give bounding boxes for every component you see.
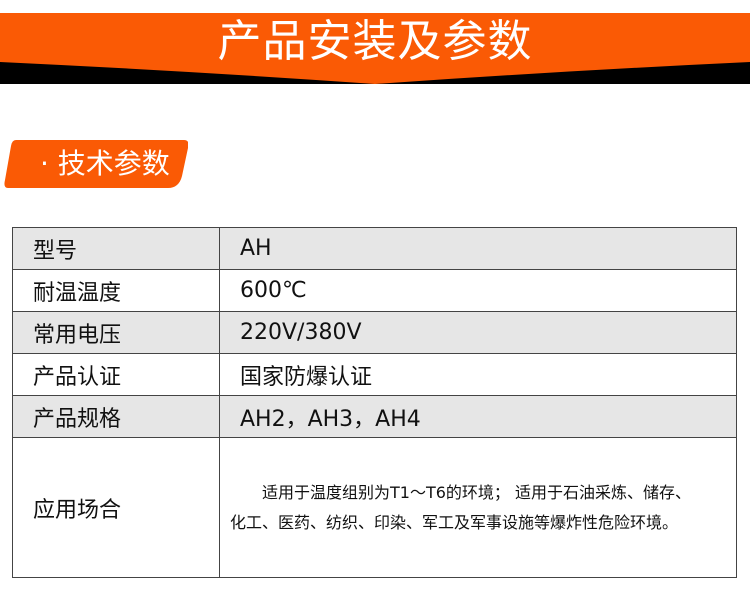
row-value: 600℃ xyxy=(219,269,737,312)
header-banner xyxy=(0,13,750,84)
row-value: AH xyxy=(219,227,737,270)
spec-table: 型号 AH 耐温温度 600℃ 常用电压 220V/380V 产品认证 国家防爆认证 产… xyxy=(12,227,737,578)
table-row: 耐温温度 600℃ xyxy=(12,269,737,312)
row-value: 国家防爆认证 xyxy=(219,353,737,396)
table-row: 常用电压 220V/380V xyxy=(12,311,737,354)
row-label: 产品认证 xyxy=(12,353,220,396)
section-title: · 技术参数 xyxy=(40,147,170,180)
row-label: 产品规格 xyxy=(12,395,220,438)
table-row: 产品规格 AH2，AH3，AH4 xyxy=(12,395,737,438)
table-row: 产品认证 国家防爆认证 xyxy=(12,353,737,396)
row-label: 型号 xyxy=(12,227,220,270)
page-title: 产品安装及参数 xyxy=(217,16,533,67)
table-row: 应用场合 适用于温度组别为T1～T6的环境； 适用于石油采炼、储存、化工、医药、… xyxy=(12,437,737,578)
row-value: AH2，AH3，AH4 xyxy=(219,395,737,438)
row-label: 常用电压 xyxy=(12,311,220,354)
section-tab xyxy=(4,140,188,188)
row-label: 应用场合 xyxy=(12,437,220,578)
table-row: 型号 AH xyxy=(12,227,737,270)
application-description: 适用于温度组别为T1～T6的环境； 适用于石油采炼、储存、化工、医药、纺织、印染… xyxy=(219,437,737,578)
row-label: 耐温温度 xyxy=(12,269,220,312)
row-value: 220V/380V xyxy=(219,311,737,354)
